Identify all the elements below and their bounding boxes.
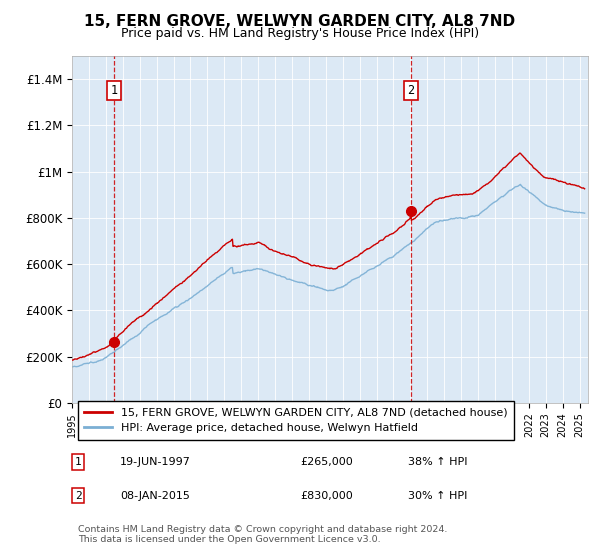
Text: 15, FERN GROVE, WELWYN GARDEN CITY, AL8 7ND: 15, FERN GROVE, WELWYN GARDEN CITY, AL8 … [85, 14, 515, 29]
Text: 19-JUN-1997: 19-JUN-1997 [120, 457, 191, 467]
Text: Contains HM Land Registry data © Crown copyright and database right 2024.
This d: Contains HM Land Registry data © Crown c… [78, 525, 448, 544]
Legend: 15, FERN GROVE, WELWYN GARDEN CITY, AL8 7ND (detached house), HPI: Average price: 15, FERN GROVE, WELWYN GARDEN CITY, AL8 … [77, 401, 514, 440]
Text: 08-JAN-2015: 08-JAN-2015 [120, 491, 190, 501]
Text: 1: 1 [74, 457, 82, 467]
Text: Price paid vs. HM Land Registry's House Price Index (HPI): Price paid vs. HM Land Registry's House … [121, 27, 479, 40]
Text: £265,000: £265,000 [300, 457, 353, 467]
Text: 1: 1 [110, 84, 118, 97]
Text: 38% ↑ HPI: 38% ↑ HPI [408, 457, 467, 467]
Text: £830,000: £830,000 [300, 491, 353, 501]
Text: 30% ↑ HPI: 30% ↑ HPI [408, 491, 467, 501]
Text: 2: 2 [74, 491, 82, 501]
Text: 2: 2 [407, 84, 414, 97]
